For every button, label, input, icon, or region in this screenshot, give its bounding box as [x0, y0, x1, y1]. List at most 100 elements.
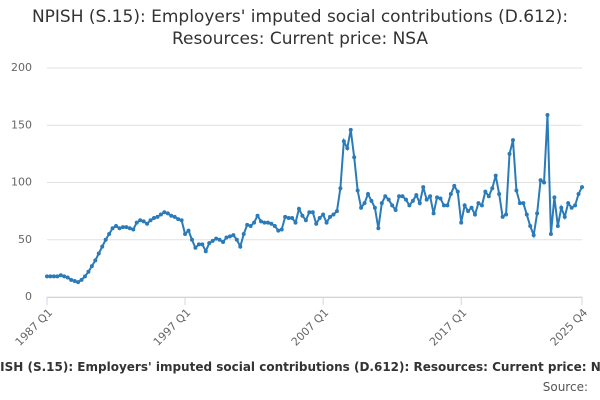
data-point — [165, 211, 170, 216]
data-point — [55, 274, 60, 279]
data-point — [276, 228, 281, 233]
data-point — [452, 183, 457, 188]
data-point — [341, 139, 346, 144]
data-point — [334, 209, 339, 214]
data-point — [486, 194, 491, 199]
data-point — [82, 274, 87, 279]
data-point — [69, 277, 74, 282]
data-point — [493, 173, 498, 178]
data-point — [241, 232, 246, 237]
data-point — [76, 280, 81, 285]
data-point — [207, 241, 212, 246]
data-point — [45, 274, 49, 279]
data-point — [424, 197, 429, 202]
data-point — [403, 197, 408, 202]
footer: NPISH (S.15): Employers' imputed social … — [0, 360, 600, 374]
data-point — [324, 220, 329, 225]
data-point — [203, 249, 208, 254]
data-point — [303, 218, 308, 223]
data-point — [376, 226, 381, 231]
data-point — [542, 180, 547, 185]
data-point — [362, 201, 367, 206]
data-point — [224, 235, 229, 240]
data-point — [352, 155, 357, 160]
data-point — [124, 225, 129, 230]
data-point — [366, 191, 370, 196]
x-tick-label: 1987 Q1 — [13, 306, 56, 349]
data-point — [210, 238, 215, 243]
data-point — [293, 220, 298, 225]
y-tick-label: 200 — [11, 61, 32, 74]
data-point — [89, 264, 94, 269]
data-point — [345, 146, 350, 151]
data-point — [290, 215, 295, 220]
data-point — [500, 214, 505, 219]
data-point — [369, 198, 374, 203]
x-tick-label: 2007 Q1 — [289, 306, 332, 349]
data-point — [179, 218, 184, 223]
data-point — [466, 209, 471, 214]
data-point — [348, 127, 353, 132]
data-point — [479, 203, 484, 208]
data-point — [390, 203, 395, 208]
data-point — [141, 219, 146, 224]
data-point — [62, 274, 67, 279]
data-point — [48, 274, 53, 279]
data-point — [114, 224, 119, 229]
data-point — [410, 198, 415, 203]
y-tick-label: 0 — [25, 290, 32, 303]
data-point — [110, 226, 115, 231]
data-point — [328, 214, 333, 219]
data-point — [497, 191, 502, 196]
data-point — [397, 194, 402, 199]
data-point — [148, 218, 153, 223]
data-point — [134, 220, 139, 225]
data-point — [379, 201, 384, 206]
data-point — [183, 232, 188, 237]
data-point — [448, 191, 453, 196]
data-point — [393, 207, 398, 212]
data-point — [193, 245, 198, 250]
data-point — [283, 214, 288, 219]
x-tick-label: 1997 Q1 — [151, 306, 194, 349]
data-point — [155, 214, 160, 219]
data-point — [307, 210, 312, 215]
data-point — [535, 211, 540, 216]
y-tick-label: 50 — [18, 233, 32, 246]
data-point — [372, 205, 377, 210]
data-point — [96, 251, 101, 256]
data-point — [438, 196, 443, 201]
data-point — [469, 205, 474, 210]
data-point — [359, 205, 364, 210]
series-line — [47, 114, 583, 284]
data-point — [573, 203, 578, 208]
data-point — [476, 201, 481, 206]
data-point — [255, 213, 260, 218]
data-point — [103, 237, 108, 242]
data-point — [314, 221, 319, 226]
data-point — [552, 195, 557, 200]
data-point — [321, 212, 326, 217]
data-point — [100, 244, 105, 249]
data-point — [217, 237, 222, 242]
data-point — [538, 178, 543, 183]
data-point — [576, 191, 581, 196]
data-point — [300, 213, 305, 218]
data-point — [441, 203, 446, 208]
data-point — [265, 220, 270, 225]
data-point — [58, 273, 63, 278]
data-point — [65, 275, 70, 280]
data-point — [559, 205, 564, 210]
data-point — [162, 210, 167, 215]
data-point — [196, 242, 201, 247]
data-point — [79, 277, 84, 282]
chart-title: NPISH (S.15): Employers' imputed social … — [31, 7, 569, 49]
data-point — [286, 215, 291, 220]
data-point — [531, 233, 536, 238]
data-point — [172, 214, 177, 219]
data-point — [131, 227, 136, 232]
source: Source: — [542, 380, 588, 394]
data-point — [238, 244, 243, 249]
data-point — [386, 197, 391, 202]
